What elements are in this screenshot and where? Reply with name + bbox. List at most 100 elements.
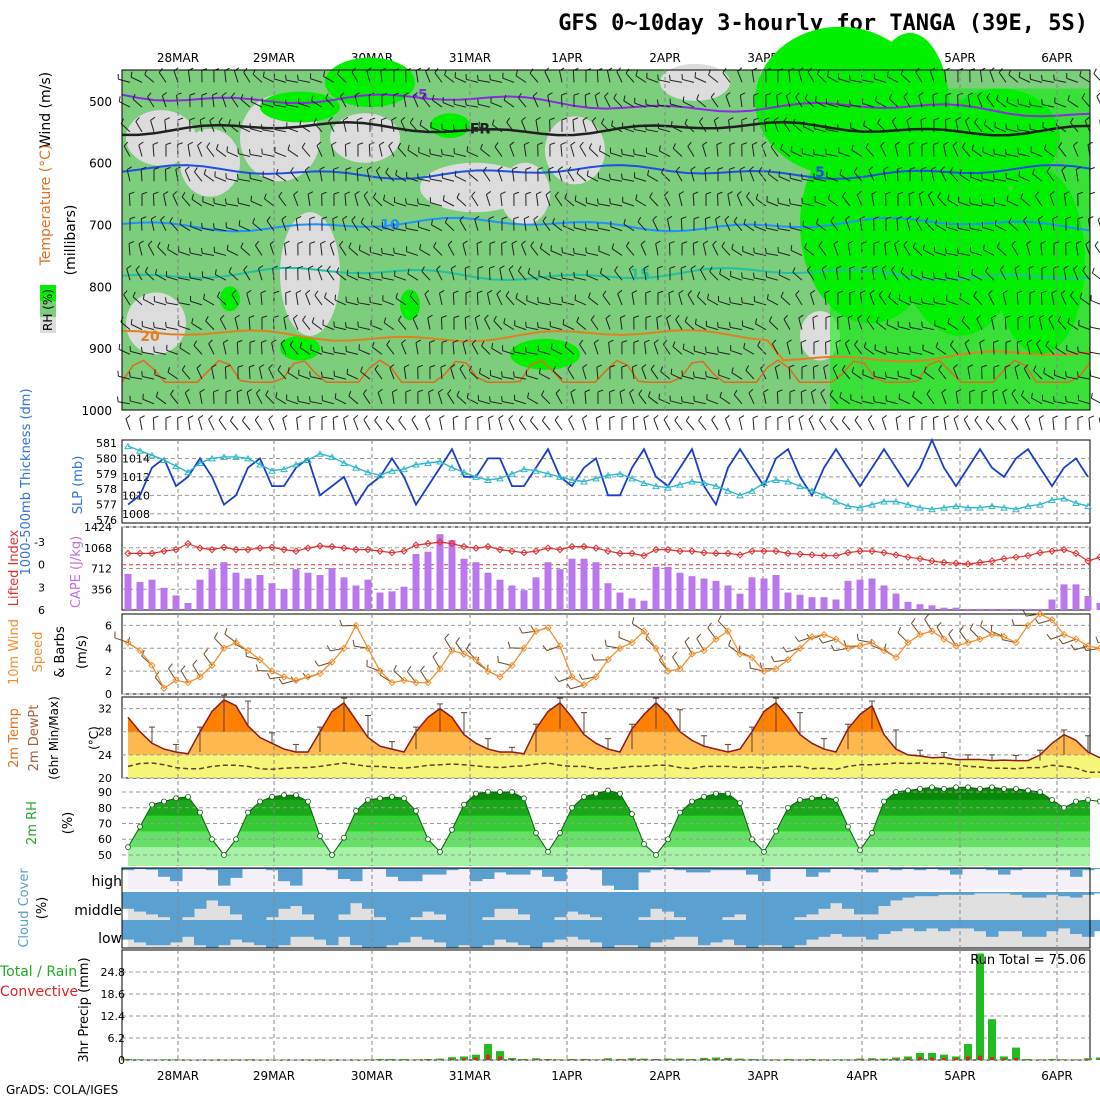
cloud-cover-cell xyxy=(134,868,147,870)
wind-barb xyxy=(888,93,893,99)
wind-barb xyxy=(418,203,431,207)
precip-total-bar xyxy=(604,1058,612,1060)
wind-barb xyxy=(646,152,659,158)
wind-barb xyxy=(862,374,875,380)
wind-barb xyxy=(511,243,515,256)
wind-barb xyxy=(343,418,347,431)
wind-barb xyxy=(586,202,599,207)
wind-barb xyxy=(356,166,363,170)
wind-barb xyxy=(964,339,970,344)
cape-bar xyxy=(436,534,444,610)
wind-barb xyxy=(189,92,196,96)
date-label-bottom: 4APR xyxy=(846,1069,877,1083)
wind-barb xyxy=(550,302,563,306)
wind-barb xyxy=(719,391,722,398)
wind-barb xyxy=(1026,342,1031,355)
wind-barb xyxy=(731,248,743,256)
cloud-cover-cell xyxy=(554,920,567,940)
lifted-index-point xyxy=(364,545,372,554)
wind-barb xyxy=(1082,265,1087,271)
wind-barb xyxy=(226,178,239,182)
wind-speed-point xyxy=(940,635,948,643)
cloud-cover-cell xyxy=(386,920,399,946)
precip-total-bar xyxy=(1096,1057,1100,1060)
wind-barb xyxy=(217,296,227,306)
wind-barb xyxy=(462,342,467,355)
cloud-cover-cell xyxy=(890,920,903,932)
precip-convective-bar xyxy=(618,1059,622,1060)
wind-barb xyxy=(912,242,916,248)
wind-barb xyxy=(1018,175,1031,182)
wind-barb xyxy=(128,243,131,256)
wind-barb xyxy=(319,169,323,182)
wind-barb xyxy=(537,167,544,170)
wind-barb xyxy=(214,251,227,256)
date-label-top: 1APR xyxy=(551,51,582,65)
wind-barb xyxy=(477,266,484,269)
wind-speed-point xyxy=(820,630,828,639)
wind-barb xyxy=(955,117,961,121)
wind-barb xyxy=(547,92,553,96)
wind-barb xyxy=(894,243,899,256)
thickness-point xyxy=(964,504,972,511)
cloud-cover-cell xyxy=(926,892,939,897)
wind-barb xyxy=(334,326,347,331)
wind-barb xyxy=(825,148,827,155)
rh-point xyxy=(845,823,851,830)
wind-barb xyxy=(877,118,881,124)
wind-barb xyxy=(1096,96,1100,105)
wind-barb xyxy=(530,245,539,256)
wind-barb xyxy=(992,389,999,393)
wind-barb xyxy=(808,418,815,431)
date-label-bottom: 2APR xyxy=(649,1069,680,1083)
wind-barb xyxy=(296,418,299,431)
cloud-cover-cell xyxy=(398,892,411,920)
wind-barb xyxy=(287,149,299,157)
wind-barb xyxy=(675,314,680,320)
lifted-index-point xyxy=(556,545,564,554)
cloud-cover-cell xyxy=(374,892,387,918)
cloud-cover-cell xyxy=(674,920,687,937)
wind-barb xyxy=(208,339,213,344)
li-tick-label: -3 xyxy=(34,536,45,549)
wind-barb xyxy=(394,252,407,256)
surface-wind-barb xyxy=(749,661,751,669)
wind-barb xyxy=(178,302,191,306)
wind-barb xyxy=(932,272,935,279)
wind-barb xyxy=(309,241,316,244)
wind-barb xyxy=(482,166,488,172)
wind-barb xyxy=(1064,191,1070,195)
wind-barb xyxy=(289,344,299,355)
wind-barb xyxy=(1040,74,1043,81)
wind-barb xyxy=(660,371,671,380)
cloud-cover-cell xyxy=(566,892,579,912)
wind-barb xyxy=(299,120,302,126)
wind-barb xyxy=(695,323,707,331)
precip-convective-bar xyxy=(858,1059,862,1060)
wind-barb xyxy=(669,241,675,244)
wind-barb xyxy=(265,390,269,396)
wind-barb xyxy=(548,166,554,170)
wind-barb xyxy=(125,415,131,420)
wind-barb xyxy=(362,389,368,395)
cape-bar xyxy=(724,585,732,610)
wind-barb xyxy=(699,269,707,281)
cloud-cover-cell xyxy=(494,892,507,909)
cloud-cover-cell xyxy=(734,868,747,871)
cape-bar xyxy=(616,592,624,610)
wind-barb xyxy=(203,173,215,182)
wind-barb xyxy=(281,215,287,220)
wind-barb xyxy=(385,172,395,182)
rh-point xyxy=(617,790,623,797)
wind-tick-label: 2 xyxy=(105,665,112,678)
wind-barb xyxy=(1038,215,1044,220)
wind-barb xyxy=(713,116,719,121)
wind-barb xyxy=(656,99,659,106)
cloud-cover-cell xyxy=(434,920,447,943)
wind-barb xyxy=(1085,244,1091,256)
wind-barb xyxy=(258,268,263,281)
wind-barb xyxy=(471,195,479,207)
wind-barb xyxy=(250,195,253,202)
wind-barb xyxy=(1011,389,1016,394)
date-label-bottom: 3APR xyxy=(747,1069,778,1083)
